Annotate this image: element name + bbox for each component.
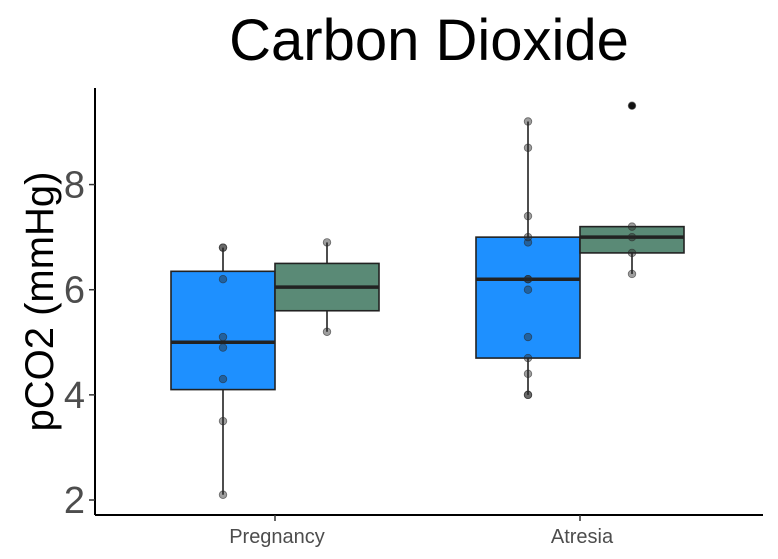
- box-atresia-series-2: [579, 102, 685, 274]
- data-point: [523, 117, 533, 126]
- box-pregnancy-series-1: [170, 247, 276, 495]
- data-point: [627, 269, 637, 279]
- points-layer: [218, 101, 637, 499]
- data-point: [523, 238, 533, 247]
- data-point: [523, 369, 533, 379]
- boxes-layer: [170, 102, 685, 495]
- data-point: [523, 390, 533, 400]
- x-tick-label: Atresia: [551, 526, 614, 548]
- y-tick-label: 2: [64, 480, 85, 522]
- data-point: [523, 143, 533, 152]
- x-ticks: Pregnancy Atresia: [229, 515, 614, 548]
- data-point: [627, 222, 637, 231]
- data-point: [627, 248, 637, 258]
- y-tick-label: 4: [64, 375, 85, 417]
- y-tick-label: 6: [64, 270, 85, 312]
- data-point: [523, 211, 533, 221]
- data-point: [523, 353, 533, 363]
- data-point: [218, 374, 228, 384]
- data-point: [523, 285, 533, 294]
- box-rect: [170, 270, 276, 391]
- data-point: [322, 327, 332, 336]
- y-ticks: 2 4 6 8: [64, 165, 95, 522]
- box-outlier: [628, 102, 636, 110]
- data-point: [218, 343, 228, 352]
- data-point: [218, 243, 228, 252]
- box-rect: [475, 236, 581, 359]
- data-point: [523, 332, 533, 342]
- data-point: [523, 275, 533, 284]
- data-point: [627, 232, 637, 242]
- data-point: [322, 238, 332, 247]
- box-pregnancy-series-2: [274, 242, 380, 332]
- data-point: [218, 490, 228, 499]
- data-point: [218, 416, 228, 426]
- y-tick-label: 8: [64, 165, 85, 207]
- y-axis-title: pCO2 (mmHg): [18, 171, 62, 431]
- box-rect: [579, 225, 685, 254]
- chart-title: Carbon Dioxide: [229, 8, 629, 73]
- data-point: [218, 332, 228, 342]
- data-point: [627, 101, 637, 110]
- data-point: [218, 275, 228, 284]
- x-tick-label: Pregnancy: [229, 526, 325, 548]
- box-atresia-series-1: [475, 121, 581, 395]
